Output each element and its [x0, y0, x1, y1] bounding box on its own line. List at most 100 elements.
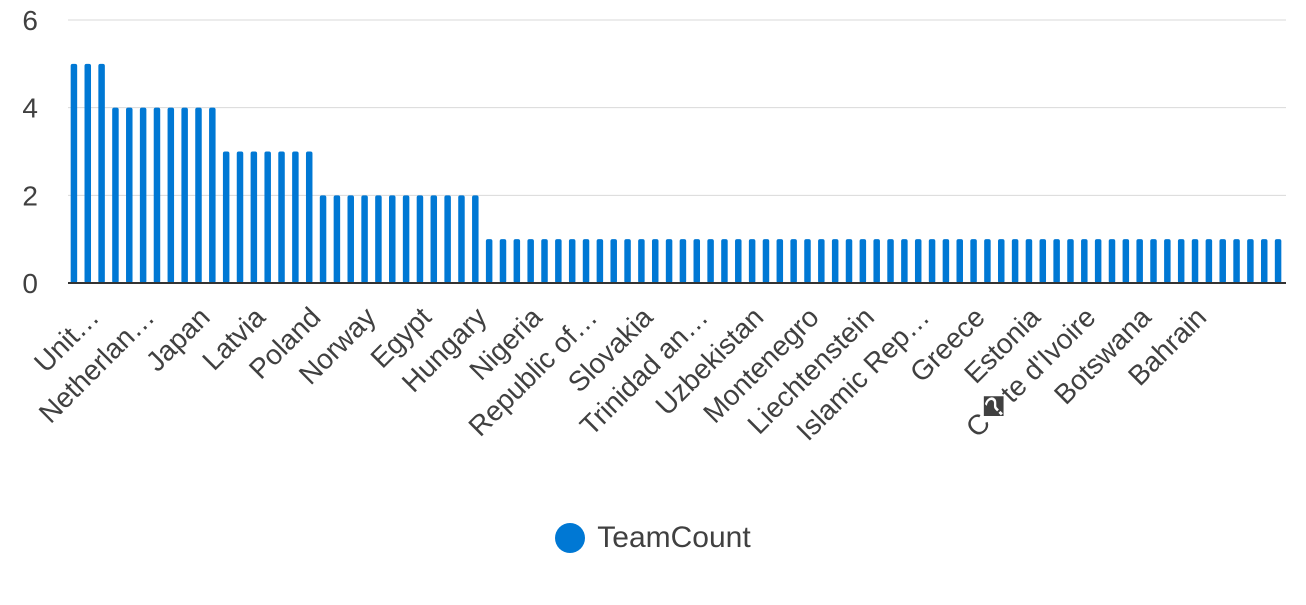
bar[interactable] [472, 195, 479, 283]
bar[interactable] [195, 107, 202, 283]
bar[interactable] [333, 195, 341, 283]
bar[interactable] [485, 239, 493, 283]
bar[interactable] [153, 107, 161, 283]
bar[interactable] [984, 239, 991, 283]
bar[interactable] [818, 239, 825, 283]
bar[interactable] [928, 239, 936, 283]
bar[interactable] [748, 239, 756, 283]
bar[interactable] [375, 195, 382, 283]
legend-swatch-teamcount[interactable] [555, 523, 586, 553]
bar[interactable] [1067, 239, 1074, 283]
bar[interactable] [236, 151, 244, 284]
x-tick-label: Japan [140, 301, 216, 377]
bar[interactable] [458, 195, 465, 283]
bar[interactable] [361, 195, 368, 283]
bar[interactable] [804, 239, 811, 283]
bar[interactable] [693, 239, 701, 283]
bar[interactable] [831, 239, 839, 283]
bar[interactable] [1247, 239, 1254, 283]
bar[interactable] [292, 151, 299, 284]
bar[interactable] [610, 239, 617, 283]
bar[interactable] [1094, 239, 1102, 283]
bar[interactable] [389, 195, 396, 283]
bar[interactable] [416, 195, 424, 283]
bar[interactable] [347, 195, 354, 283]
bar[interactable] [568, 239, 576, 283]
bar[interactable] [859, 239, 867, 283]
bar[interactable] [707, 239, 714, 283]
bar[interactable] [1025, 239, 1033, 283]
bar[interactable] [278, 151, 285, 284]
bar[interactable] [555, 239, 562, 283]
bar[interactable] [1274, 239, 1282, 283]
x-axis-ticks: Unit…Netherlan…JapanLatviaPolandNorwayEg… [28, 301, 1212, 447]
bar[interactable] [776, 239, 784, 283]
bar[interactable] [70, 63, 78, 283]
bar[interactable] [1081, 239, 1088, 283]
bar[interactable] [873, 239, 880, 283]
bar[interactable] [209, 107, 216, 283]
bar[interactable] [790, 239, 797, 283]
bar[interactable] [126, 107, 133, 283]
bar[interactable] [541, 239, 548, 283]
bar[interactable] [582, 239, 590, 283]
bar[interactable] [914, 239, 922, 283]
bar[interactable] [624, 239, 631, 283]
bar[interactable] [1108, 239, 1116, 283]
bar[interactable] [84, 63, 92, 283]
bar[interactable] [402, 195, 410, 283]
bar[interactable] [181, 107, 188, 283]
bar[interactable] [167, 107, 175, 283]
gridlines [68, 19, 1286, 196]
bar[interactable] [679, 239, 687, 283]
bar[interactable] [1205, 239, 1213, 283]
bars [70, 63, 1282, 284]
bar[interactable] [112, 107, 119, 283]
bar[interactable] [901, 239, 908, 283]
bar[interactable] [1136, 239, 1143, 283]
bar[interactable] [98, 63, 105, 283]
y-tick-label: 4 [22, 93, 38, 124]
bar[interactable] [222, 151, 230, 284]
y-tick-label: 0 [22, 268, 38, 299]
bar[interactable] [1219, 239, 1226, 283]
bar[interactable] [139, 107, 147, 283]
bar[interactable] [596, 239, 604, 283]
bar[interactable] [1039, 239, 1047, 283]
bar[interactable] [430, 195, 438, 283]
bar[interactable] [1122, 239, 1130, 283]
bar[interactable] [665, 239, 673, 283]
bar[interactable] [527, 239, 534, 283]
bar[interactable] [513, 239, 521, 283]
bar[interactable] [970, 239, 977, 283]
bar[interactable] [651, 239, 659, 283]
bar[interactable] [762, 239, 770, 283]
bar[interactable] [444, 195, 451, 283]
bar[interactable] [845, 239, 853, 283]
bar[interactable] [499, 239, 507, 283]
bar[interactable] [1164, 239, 1171, 283]
bar[interactable] [1150, 239, 1157, 283]
bar[interactable] [887, 239, 894, 283]
bar[interactable] [1053, 239, 1060, 283]
legend-label-teamcount[interactable]: TeamCount [597, 521, 751, 554]
bar[interactable] [250, 151, 258, 284]
bar[interactable] [1177, 239, 1185, 283]
bar[interactable] [1260, 239, 1268, 283]
bar[interactable] [998, 239, 1005, 283]
y-tick-label: 2 [22, 180, 38, 211]
bar[interactable] [942, 239, 950, 283]
bar[interactable] [1011, 239, 1019, 283]
bar[interactable] [319, 195, 327, 283]
bar[interactable] [305, 151, 313, 284]
legend: TeamCount [0, 518, 1306, 558]
bar[interactable] [638, 239, 645, 283]
bar[interactable] [735, 239, 742, 283]
bar[interactable] [721, 239, 728, 283]
bar[interactable] [264, 151, 271, 284]
bar[interactable] [1191, 239, 1199, 283]
bar[interactable] [1233, 239, 1240, 283]
bar[interactable] [956, 239, 963, 283]
